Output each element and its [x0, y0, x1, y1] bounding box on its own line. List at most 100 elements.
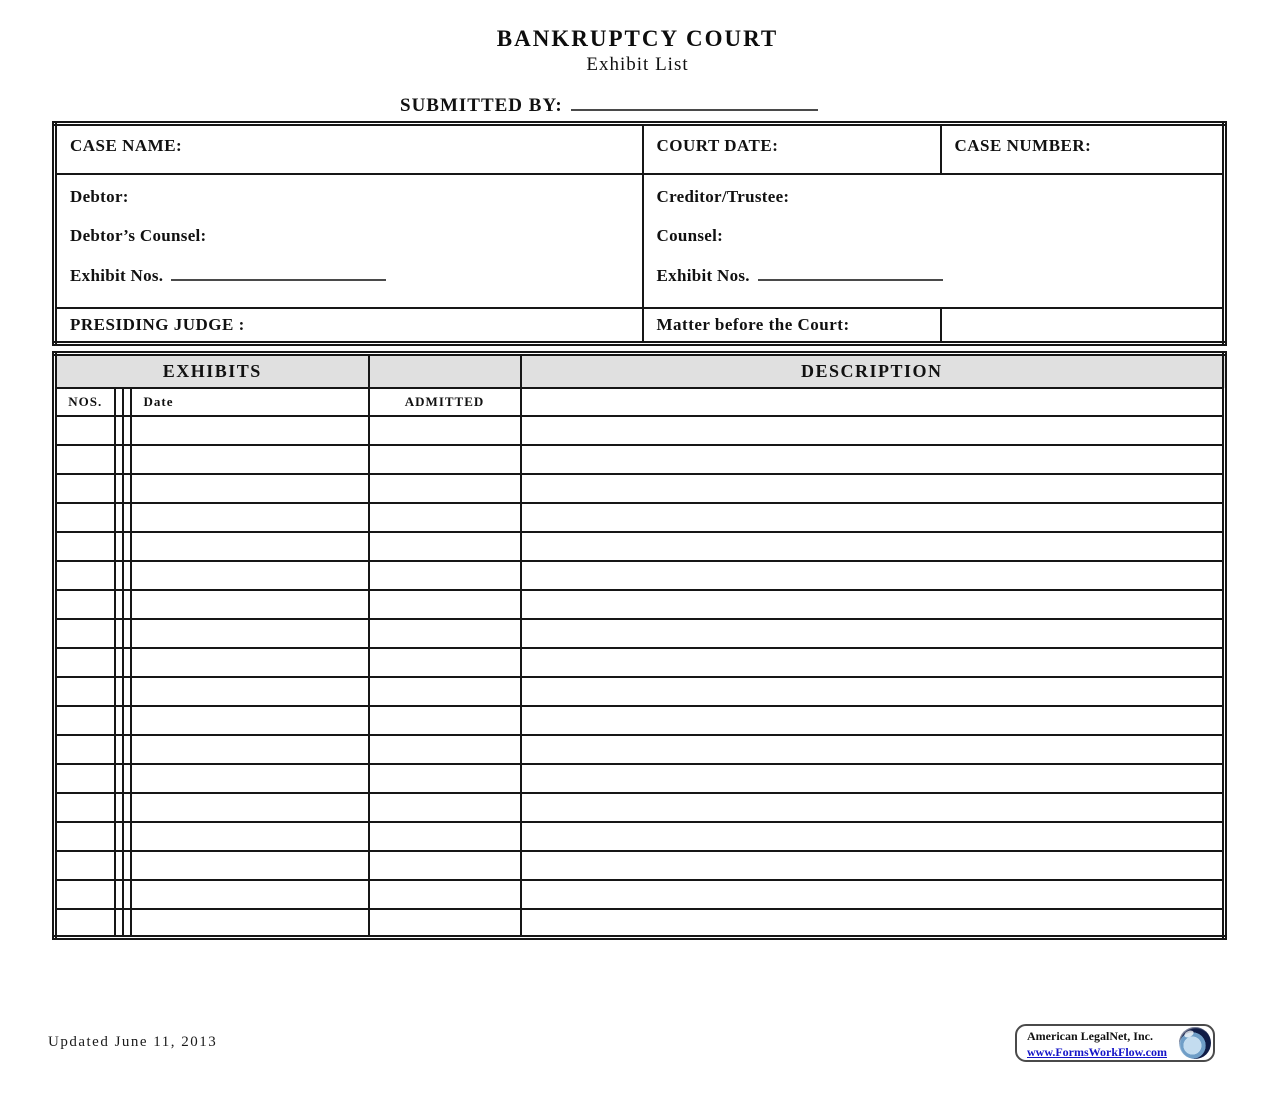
description-cell — [519, 530, 1226, 562]
admitted-cell — [367, 617, 522, 649]
creditor-cell: Creditor/Trustee: Counsel: Exhibit Nos. — [641, 172, 1226, 309]
description-cell — [519, 704, 1226, 736]
admitted-section-blank — [367, 352, 522, 389]
table-row — [53, 791, 1226, 823]
date-cell — [129, 675, 370, 707]
updated-date-text: Updated June 11, 2013 — [48, 1034, 218, 1050]
description-cell — [519, 878, 1226, 910]
admitted-cell — [367, 530, 522, 562]
description-cell — [519, 617, 1226, 649]
table-row — [53, 617, 1226, 649]
creditor-exhibit-nos: Exhibit Nos. — [657, 265, 1223, 286]
spacer-cell-2 — [121, 530, 132, 562]
spacer-cell-2 — [121, 907, 132, 939]
spacer-cell-2 — [121, 762, 132, 794]
table-row — [53, 762, 1226, 794]
date-cell — [129, 472, 370, 504]
table-row — [53, 820, 1226, 852]
description-cell — [519, 849, 1226, 881]
date-cell — [129, 733, 370, 765]
brand-name-text: American LegalNet, Inc. — [1027, 1029, 1153, 1043]
description-cell — [519, 907, 1226, 939]
date-cell — [129, 907, 370, 939]
exhibit-no-cell — [53, 704, 116, 736]
description-cell — [519, 588, 1226, 620]
table-row — [53, 733, 1226, 765]
spacer-cell-2 — [121, 820, 132, 852]
description-cell — [519, 559, 1226, 591]
case-info-table: CASE NAME: COURT DATE: CASE NUMBER: Debt… — [52, 121, 1227, 346]
spacer-cell-1 — [113, 791, 124, 823]
date-cell — [129, 791, 370, 823]
admitted-cell — [367, 501, 522, 533]
description-cell — [519, 646, 1226, 678]
spacer-cell-2 — [121, 501, 132, 533]
date-cell — [129, 704, 370, 736]
spacer-cell-1 — [113, 820, 124, 852]
spacer-cell-2 — [121, 675, 132, 707]
description-cell — [519, 443, 1226, 475]
table-row — [53, 530, 1226, 562]
admitted-cell — [367, 849, 522, 881]
spacer-cell-1 — [113, 762, 124, 794]
spacer-cell-1 — [113, 530, 124, 562]
parties-row: Debtor: Debtor’s Counsel: Exhibit Nos. C… — [53, 172, 1226, 309]
judge-row: PRESIDING JUDGE : Matter before the Cour… — [53, 306, 1226, 345]
debtor-cell: Debtor: Debtor’s Counsel: Exhibit Nos. — [53, 172, 644, 309]
exhibit-no-cell — [53, 733, 116, 765]
case-header-row: CASE NAME: COURT DATE: CASE NUMBER: — [53, 122, 1226, 175]
page-title: BANKRUPTCY COURT — [496, 26, 779, 51]
date-cell — [129, 820, 370, 852]
exhibit-nos-right-label: Exhibit Nos. — [656, 265, 750, 285]
exhibit-no-cell — [53, 646, 116, 678]
exhibit-list-table: EXHIBITS DESCRIPTION NOS. Date ADMITTED — [52, 351, 1228, 940]
spacer-cell-1 — [113, 907, 124, 939]
creditor-trustee-label: Creditor/Trustee: — [656, 186, 790, 206]
table-row — [53, 675, 1226, 707]
spacer-cell-2 — [121, 588, 132, 620]
exhibit-nos-left-label: Exhibit Nos. — [70, 265, 164, 285]
date-cell — [129, 762, 370, 794]
admitted-cell — [367, 762, 522, 794]
admitted-cell — [367, 704, 522, 736]
spacer-cell-1 — [113, 588, 124, 620]
table-row — [53, 588, 1226, 620]
spacer-cell-2 — [121, 472, 132, 504]
debtor-counsel-label: Debtor’s Counsel: — [70, 225, 207, 245]
spacer-cell-2 — [121, 414, 132, 446]
date-cell — [129, 878, 370, 910]
description-cell — [519, 472, 1226, 504]
exhibits-section-header: EXHIBITS — [53, 352, 370, 389]
case-name-label: CASE NAME: — [53, 122, 644, 175]
nos-column-header: NOS. — [53, 386, 116, 417]
spacer-cell-2 — [121, 704, 132, 736]
admitted-cell — [367, 414, 522, 446]
spacer-cell-2 — [121, 443, 132, 475]
exhibit-no-cell — [53, 443, 116, 475]
exhibit-no-cell — [53, 617, 116, 649]
admitted-cell — [367, 472, 522, 504]
spacer-column-header-1 — [113, 386, 124, 417]
exhibit-no-cell — [53, 472, 116, 504]
spacer-cell-1 — [113, 849, 124, 881]
spacer-cell-2 — [121, 646, 132, 678]
exhibit-rows — [53, 414, 1226, 939]
formsworkflow-link[interactable]: www.FormsWorkFlow.com — [1027, 1045, 1167, 1059]
spacer-cell-2 — [121, 733, 132, 765]
table-row — [53, 907, 1226, 939]
spacer-cell-2 — [121, 849, 132, 881]
exhibit-no-cell — [53, 530, 116, 562]
admitted-cell — [367, 646, 522, 678]
table-row — [53, 443, 1226, 475]
spacer-cell-2 — [121, 791, 132, 823]
page-footer: Updated June 11, 2013 American LegalNet,… — [48, 1024, 1223, 1062]
presiding-judge-label: PRESIDING JUDGE : — [53, 306, 644, 345]
admitted-cell — [367, 675, 522, 707]
spacer-cell-2 — [121, 878, 132, 910]
description-cell — [519, 820, 1226, 852]
spacer-cell-1 — [113, 501, 124, 533]
table-row — [53, 849, 1226, 881]
exhibit-no-cell — [53, 820, 116, 852]
spacer-cell-2 — [121, 617, 132, 649]
